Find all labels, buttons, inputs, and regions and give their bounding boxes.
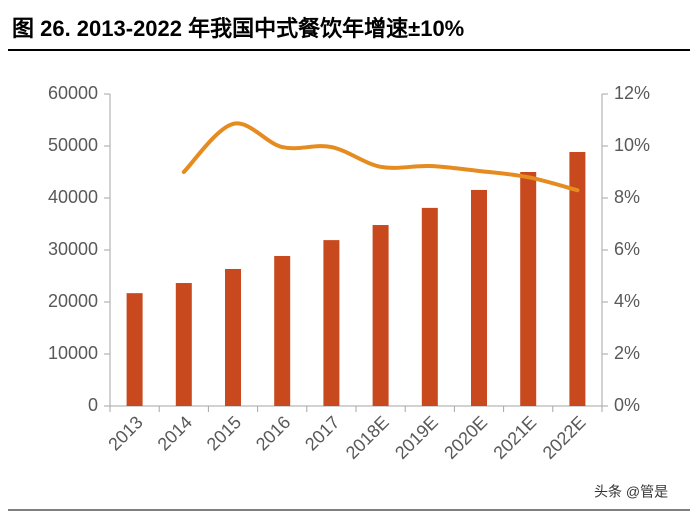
y-tick-label: 20000 bbox=[48, 291, 98, 311]
y-tick-label: 30000 bbox=[48, 239, 98, 259]
x-tick-label: 2016 bbox=[252, 412, 294, 454]
watermark: 头条 @管是 bbox=[594, 484, 668, 500]
x-tick-label: 2013 bbox=[104, 412, 146, 454]
y-tick-label: 50000 bbox=[48, 135, 98, 155]
x-tick-label: 2021E bbox=[489, 412, 540, 463]
bar bbox=[175, 283, 192, 406]
y2-tick-label: 12% bbox=[614, 83, 650, 103]
y2-tick-label: 4% bbox=[614, 291, 640, 311]
x-tick-label: 2020E bbox=[440, 412, 491, 463]
x-tick-label: 2019E bbox=[391, 412, 442, 463]
y2-tick-label: 8% bbox=[614, 187, 640, 207]
bar bbox=[569, 151, 586, 406]
x-tick-label: 2017 bbox=[301, 412, 343, 454]
bar bbox=[520, 172, 537, 406]
y-tick-label: 10000 bbox=[48, 343, 98, 363]
bar bbox=[274, 255, 291, 406]
y2-tick-label: 10% bbox=[614, 135, 650, 155]
bar bbox=[323, 240, 340, 406]
x-tick-label: 2018E bbox=[342, 412, 393, 463]
x-tick-label: 2014 bbox=[154, 412, 196, 454]
x-tick-label: 2022E bbox=[539, 412, 590, 463]
y2-tick-label: 0% bbox=[614, 395, 640, 415]
y-tick-label: 40000 bbox=[48, 187, 98, 207]
y-tick-label: 0 bbox=[88, 395, 98, 415]
x-tick-label: 2015 bbox=[203, 412, 245, 454]
line bbox=[181, 121, 580, 193]
bar bbox=[471, 189, 487, 406]
y2-tick-label: 2% bbox=[614, 343, 640, 363]
chart-title: 图 26. 2013-2022 年我国中式餐饮年增速±10% bbox=[12, 16, 464, 41]
y2-tick-label: 6% bbox=[614, 239, 640, 259]
bar bbox=[126, 293, 143, 406]
y-tick-label: 60000 bbox=[48, 83, 98, 103]
bar bbox=[372, 225, 389, 406]
bar bbox=[225, 268, 241, 406]
bar bbox=[421, 207, 438, 406]
